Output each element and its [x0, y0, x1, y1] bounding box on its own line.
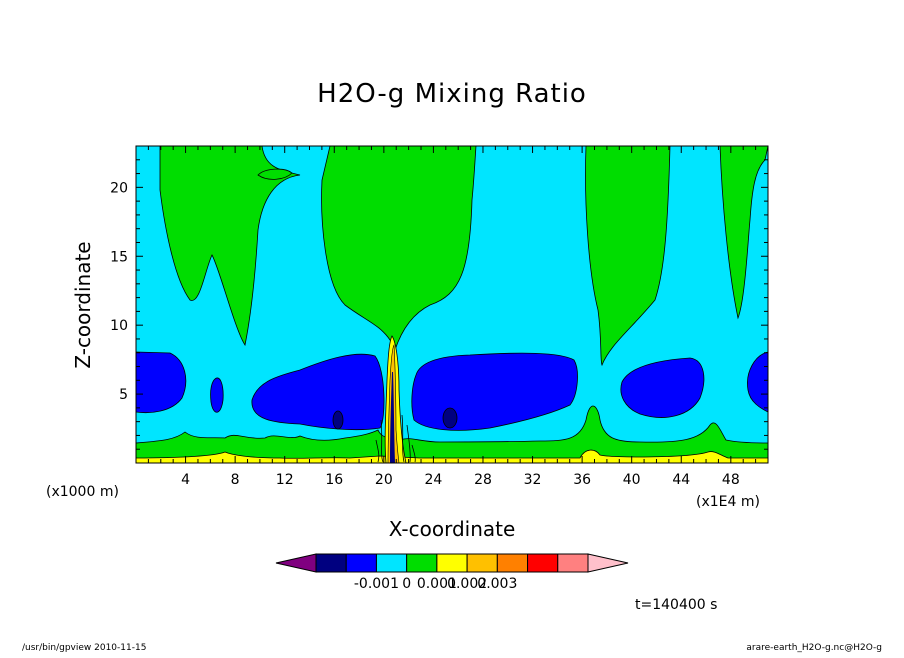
time-label: t=140400 s	[635, 597, 717, 613]
x-axis-title: X-coordinate	[389, 517, 516, 541]
contour-core-navy-1	[332, 410, 344, 430]
x-tick-label: 40	[623, 472, 641, 488]
footer-right: arare-earth_H2O-g.nc@H2O-g	[746, 643, 882, 653]
contour-surface-yellow	[136, 449, 768, 463]
colorbar-label: 0.001	[417, 576, 457, 592]
contour-convective-column-navy	[390, 372, 395, 463]
contour-dry-far-east-blue	[747, 351, 768, 413]
x-unit-left: (x1000 m)	[46, 484, 119, 500]
colorbar-arrow-low	[275, 553, 317, 573]
contour-dry-central-west-blue	[251, 353, 385, 431]
contour-core-navy-2	[442, 407, 458, 429]
contour-plume-east-green	[585, 146, 671, 367]
chart-title: H2O-g Mixing Ratio	[317, 79, 587, 109]
x-tick-label: 20	[375, 472, 393, 488]
x-tick-label: 48	[722, 472, 740, 488]
x-tick-label: 32	[524, 472, 542, 488]
x-tick-label: 36	[573, 472, 591, 488]
contour-plume-central-green	[321, 146, 477, 352]
colorbar-box	[406, 553, 438, 573]
x-unit-right: (x1E4 m)	[696, 494, 760, 510]
contour-low-level-green	[136, 405, 768, 463]
contour-dry-small-blue	[210, 377, 224, 413]
axis-ticks	[136, 146, 768, 463]
colorbar-box	[436, 553, 468, 573]
x-tick-label: 16	[325, 472, 343, 488]
x-tick-label: 24	[424, 472, 442, 488]
colorbar	[275, 553, 629, 573]
colorbar-arrow-high	[587, 553, 629, 573]
contour-plume-west-green	[159, 146, 301, 347]
colorbar-box	[375, 553, 408, 573]
contour-plume-far-east-green	[719, 146, 768, 320]
y-tick-label: 15	[110, 249, 128, 265]
footer-left: /usr/bin/gpview 2010-11-15	[22, 643, 146, 653]
colorbar-label: 0.003	[477, 576, 517, 592]
colorbar-box	[466, 553, 498, 573]
contour-convective-wiggles	[375, 414, 416, 463]
colorbar-box	[345, 553, 377, 573]
colorbar-label: 0	[402, 576, 411, 592]
x-tick-label: 4	[181, 472, 190, 488]
contour-dry-east-blue	[620, 357, 705, 418]
x-tick-label: 12	[276, 472, 294, 488]
contour-plume-small-green	[257, 168, 293, 180]
contour-dry-west-blue	[136, 351, 187, 414]
plot-frame	[135, 145, 769, 464]
y-tick-label: 10	[110, 318, 128, 334]
y-tick-label: 5	[119, 387, 128, 403]
x-tick-label: 8	[231, 472, 240, 488]
colorbar-box	[557, 553, 589, 573]
y-axis-title: Z-coordinate	[71, 241, 95, 368]
plot-area	[136, 146, 768, 463]
colorbar-box	[496, 553, 529, 573]
x-tick-label: 44	[672, 472, 690, 488]
x-tick-label: 28	[474, 472, 492, 488]
colorbar-label: 0.002	[447, 576, 487, 592]
colorbar-box	[527, 553, 559, 573]
y-tick-label: 20	[110, 180, 128, 196]
colorbar-box	[315, 553, 347, 573]
colorbar-label: -0.001	[354, 576, 399, 592]
